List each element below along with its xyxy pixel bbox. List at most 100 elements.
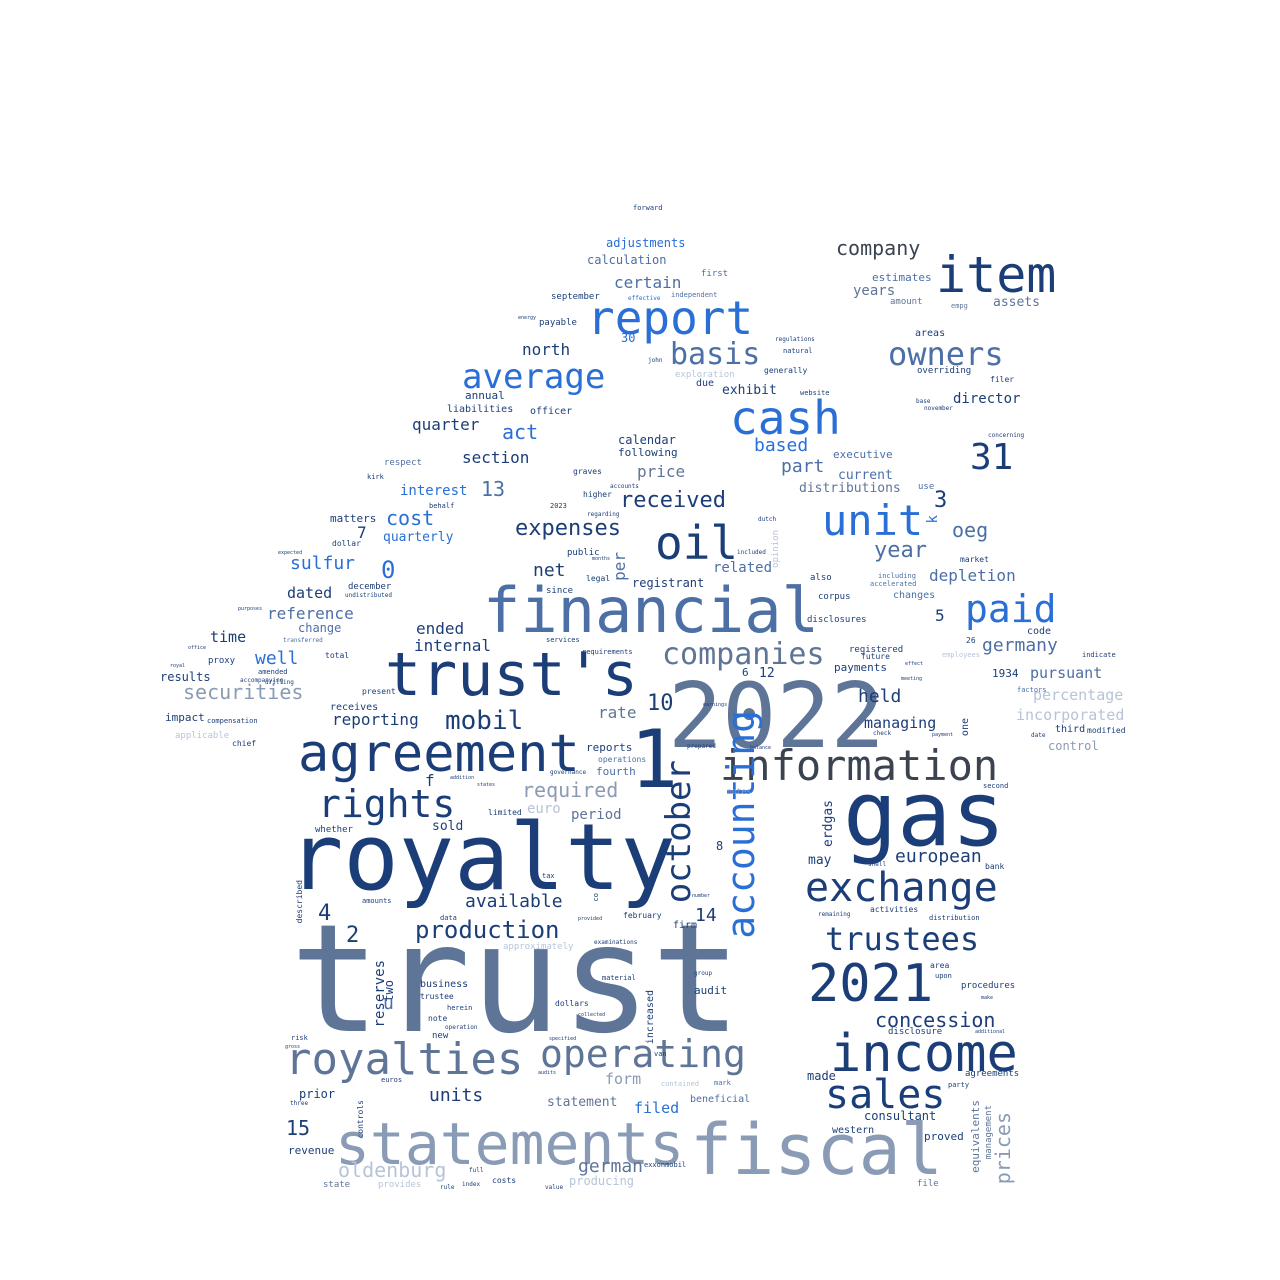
word-12: 12 <box>759 666 775 681</box>
word-payment: payment <box>932 732 954 738</box>
word-prepared: prepared <box>687 743 716 750</box>
word-future: future <box>861 652 890 661</box>
word-november: november <box>924 405 953 412</box>
word-fiscal: fiscal <box>690 1109 943 1191</box>
word-described: described <box>295 880 304 924</box>
word-december: december <box>348 582 392 592</box>
word-oeg: oeg <box>952 518 989 542</box>
word-1934: 1934 <box>992 667 1019 680</box>
word-tax: tax <box>542 872 555 880</box>
word-average: average <box>462 357 606 397</box>
word-following: following <box>618 446 678 459</box>
word-trustee: trustee <box>420 992 454 1001</box>
word-quarterly: quarterly <box>383 530 454 545</box>
word-legal: legal <box>586 574 611 583</box>
word-meeting: meeting <box>901 676 923 682</box>
word-procedures: procedures <box>961 981 1016 991</box>
word-paid: paid <box>965 587 1057 631</box>
word-receives: receives <box>330 702 379 713</box>
word-exploration: exploration <box>675 370 735 380</box>
word-basis: basis <box>670 337 761 372</box>
word-western: western <box>832 1125 875 1136</box>
word-euros: euros <box>381 1076 403 1084</box>
word-employees: employees <box>942 651 980 659</box>
word-independent: independent <box>671 291 718 299</box>
word-behalf: behalf <box>429 502 455 510</box>
word-period: period <box>571 807 622 823</box>
word-first: first <box>701 269 729 279</box>
word-exhibit: exhibit <box>722 383 777 398</box>
word-royal: royal <box>170 663 186 669</box>
word-year: year <box>874 538 927 563</box>
word-control: control <box>1048 739 1099 753</box>
word-herein: herein <box>447 1004 473 1012</box>
word-payable: payable <box>539 318 577 328</box>
word-changes: changes <box>893 590 936 601</box>
word-purposes: purposes <box>238 606 263 612</box>
word-pursuant: pursuant <box>1030 664 1103 682</box>
word-specified: specified <box>549 1036 577 1042</box>
word-calendar: calendar <box>618 433 676 447</box>
word-based: based <box>754 435 809 456</box>
word-code: code <box>1027 626 1052 637</box>
word-30: 30 <box>621 331 636 345</box>
word-dollars: dollars <box>555 999 589 1008</box>
word-upon: upon <box>935 972 952 980</box>
word-managing: managing <box>864 714 937 732</box>
word-gross: gross <box>285 1044 301 1050</box>
word-u: u <box>383 993 394 1014</box>
word-contained: contained <box>661 1080 699 1088</box>
word-also: also <box>810 573 832 583</box>
word-may: may <box>808 853 832 868</box>
word-prices: prices <box>991 1112 1015 1185</box>
word-amount: amount <box>890 297 923 307</box>
word-services: services <box>546 636 580 644</box>
word-number: number <box>692 893 711 899</box>
word-distributions: distributions <box>799 481 901 496</box>
word-risk: risk <box>291 1034 308 1042</box>
word-expenses: expenses <box>515 516 621 541</box>
word-incorporated: incorporated <box>1016 706 1125 724</box>
word-provided: provided <box>578 916 603 922</box>
word-payments: payments <box>834 661 887 674</box>
word-graves: graves <box>573 467 602 476</box>
word-adjustments: adjustments <box>606 236 686 250</box>
word-shell: shell <box>868 861 887 868</box>
word-registrant: registrant <box>632 576 705 590</box>
word-natural: natural <box>783 347 813 355</box>
word-estimates: estimates <box>872 271 932 284</box>
word-expected: expected <box>278 550 303 556</box>
word-received: received <box>620 488 726 513</box>
word-consultant: consultant <box>864 1109 937 1123</box>
word-collected: collected <box>578 1012 606 1018</box>
word-van: van <box>654 1050 667 1058</box>
word-balance: balance <box>750 745 772 751</box>
word-information: information <box>720 741 999 790</box>
word-distribution: distribution <box>929 914 980 922</box>
word-mark: mark <box>714 1079 731 1087</box>
word-accelerated: accelerated <box>870 580 917 588</box>
word-reference: reference <box>267 604 354 623</box>
word-royalties: royalties <box>285 1034 524 1085</box>
word-management: management <box>984 1105 994 1160</box>
word-due: due <box>696 378 715 389</box>
word-exxonmobil: exxonmobil <box>644 1161 687 1169</box>
word-act: act <box>502 420 539 444</box>
word-dated: dated <box>287 584 333 602</box>
word-calculation: calculation <box>587 253 667 267</box>
word-income: income <box>830 1024 1018 1084</box>
word-per: per <box>610 552 629 581</box>
word-opinion: opinion <box>771 530 781 568</box>
word-14: 14 <box>695 905 717 926</box>
word-annual: annual <box>465 389 505 402</box>
word-disclosures: disclosures <box>807 615 867 625</box>
word-operating: operating <box>540 1032 746 1076</box>
word-john: john <box>648 357 663 364</box>
word-data: data <box>440 914 457 922</box>
word-royalty: royalty <box>288 804 676 911</box>
word-audit: audit <box>694 984 728 997</box>
word-effective: effective <box>628 295 661 302</box>
word-production: production <box>415 916 560 944</box>
word-respect: respect <box>384 458 422 468</box>
